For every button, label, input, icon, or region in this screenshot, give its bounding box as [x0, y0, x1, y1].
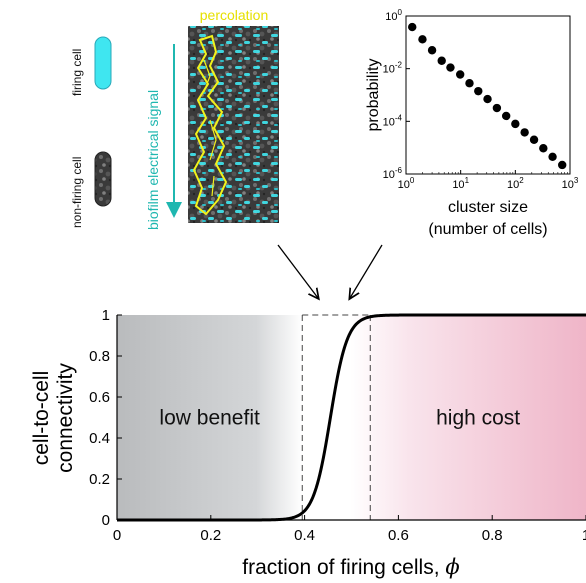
high-cost-label: high cost: [436, 407, 520, 430]
main-x-axis-label: fraction of firing cells, ϕ: [242, 555, 459, 579]
scatter-x-axis-label-line2: (number of cells): [428, 221, 547, 238]
main-x-tick-label: 1: [582, 527, 586, 544]
percolation-cluster-outline: [192, 34, 228, 216]
non-firing-cell-label: non-firing cell: [70, 157, 84, 228]
scatter-y-tick-base: 10: [383, 169, 395, 181]
high-cost-region: [350, 315, 586, 520]
main-y-tick-label: 0.4: [89, 430, 110, 447]
main-y-tick-label: 0.8: [89, 348, 110, 365]
scatter-point: [558, 160, 567, 170]
biofilm-image: percolation: [188, 7, 279, 223]
signal-label: biofilm electrical signal: [145, 90, 161, 230]
scatter-y-tick-exp: -2: [395, 61, 403, 70]
scatter-point: [511, 119, 520, 129]
main-x-tick-label: 0.2: [200, 527, 221, 544]
arrow-left: [277, 244, 318, 298]
main-y-axis-label: cell-to-cell: [30, 371, 53, 466]
main-y-axis-label-line2: connectivity: [54, 363, 77, 473]
firing-cell-label: firing cell: [70, 49, 84, 96]
scatter-point: [501, 111, 511, 121]
scatter-y-tick-exp: -6: [395, 166, 403, 175]
connectivity-chart: 0 0.2 0.4 0.6 0.8 1 0 0.2 0.4 0.6 0.8 1 low benefit…: [30, 307, 586, 579]
scatter-point: [520, 128, 529, 137]
scatter-y-tick-label: 100: [385, 8, 402, 23]
low-benefit-label: low benefit: [159, 407, 260, 430]
scatter-y-axis-label: probability: [365, 59, 382, 132]
scatter-x-tick-label: 102: [507, 176, 524, 191]
low-benefit-region: [117, 315, 303, 520]
main-x-tick-label: 0.4: [294, 527, 315, 544]
scatter-point: [465, 79, 474, 88]
main-y-tick-label: 0: [102, 512, 110, 529]
scatter-x-tick-exp: 2: [519, 176, 524, 185]
scatter-point: [548, 152, 557, 161]
scatter-y-tick-label: 10-4: [383, 113, 403, 128]
main-y-tick-label: 0.2: [89, 471, 110, 488]
scatter-y-tick-exp: -4: [395, 113, 403, 122]
scatter-x-tick-label: 103: [562, 176, 579, 191]
cell-legend: firing cell non-firing cell: [70, 36, 112, 228]
scatter-y-tick-base: 10: [383, 116, 395, 128]
scatter-point: [529, 135, 539, 144]
scatter-x-tick-base: 10: [452, 179, 464, 191]
scatter-point: [437, 56, 446, 65]
scatter-x-tick-label: 101: [452, 176, 469, 191]
scatter-y-tick-label: 10-2: [383, 61, 403, 76]
scatter-point: [446, 63, 455, 72]
scatter-x-tick-base: 10: [562, 179, 574, 191]
scatter-plot-frame: [405, 15, 571, 175]
main-x-tick-label: 0.6: [388, 527, 409, 544]
scatter-point: [483, 94, 492, 104]
scatter-point: [474, 86, 483, 96]
scatter-point: [427, 46, 437, 55]
scatter-x-tick-exp: 1: [465, 176, 470, 185]
scatter-x-tick-label: 100: [398, 176, 415, 191]
main-x-axis-symbol: ϕ: [445, 555, 459, 579]
scatter-point: [539, 144, 548, 153]
scatter-x-axis-label: cluster size: [448, 199, 528, 216]
scatter-x-tick-exp: 0: [410, 176, 415, 185]
percolation-label: percolation: [200, 7, 269, 23]
scatter-point: [408, 22, 417, 32]
main-x-axis-label-text: fraction of firing cells,: [242, 556, 445, 579]
main-x-tick-label: 0.8: [482, 527, 503, 544]
scatter-y-tick-base: 10: [383, 64, 395, 76]
main-y-tick-label: 1: [102, 307, 110, 324]
non-firing-cell-icon: [94, 151, 112, 207]
scatter-point: [455, 70, 465, 79]
scatter-y-tick-exp: 0: [398, 8, 403, 17]
scatter-x-tick-base: 10: [398, 179, 410, 191]
arrow-right: [350, 244, 383, 298]
scatter-y-tick-base: 10: [385, 11, 397, 23]
scatter-x-tick-base: 10: [507, 179, 519, 191]
scatter-point: [418, 35, 427, 44]
scatter-x-tick-exp: 3: [574, 176, 579, 185]
signal-annotation: biofilm electrical signal: [145, 44, 182, 230]
scatter-point: [492, 103, 502, 113]
firing-cell-icon: [94, 36, 112, 90]
scatter-y-tick-label: 10-6: [383, 166, 403, 181]
main-x-tick-label: 0: [113, 527, 121, 544]
main-y-tick-label: 0.6: [89, 389, 110, 406]
